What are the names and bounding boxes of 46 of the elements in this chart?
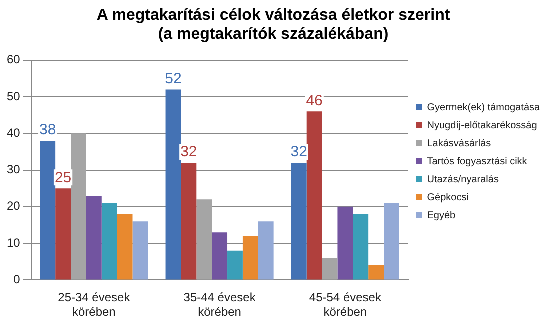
bar <box>196 200 212 280</box>
bar <box>306 112 322 280</box>
legend-label: Tartós fogyasztási cikk <box>427 156 528 168</box>
y-tick-label: 30 <box>6 162 21 177</box>
y-tick-label: 20 <box>6 199 21 214</box>
bar <box>384 203 400 280</box>
bar <box>242 236 258 280</box>
legend-label: Gépkocsi <box>427 192 469 204</box>
bar <box>71 134 86 280</box>
bar <box>102 203 118 280</box>
y-tick-label: 0 <box>14 272 21 287</box>
bar <box>56 188 72 280</box>
bar <box>228 250 243 280</box>
legend-label: Utazás/nyaralás <box>427 174 499 186</box>
data-label: 46 <box>306 92 323 110</box>
data-label: 25 <box>54 169 72 186</box>
text: (a megtakarítók százalékában) <box>158 26 389 44</box>
legend-label: Egyéb <box>427 210 456 222</box>
x-tick-label: 45-54 évesek körében <box>309 290 382 320</box>
bar <box>166 90 182 280</box>
legend-label: Lakásvásárlás <box>427 138 492 150</box>
bar <box>291 162 307 280</box>
bar <box>353 214 369 280</box>
bar <box>86 196 102 280</box>
y-tick-label: 10 <box>6 236 21 250</box>
data-label: 32 <box>180 144 198 161</box>
x-tick-label: 35-44 évesek körében <box>184 290 257 320</box>
bar <box>258 222 274 280</box>
bar <box>132 222 148 280</box>
data-label: 52 <box>165 70 182 88</box>
y-tick-label: 60 <box>6 52 21 67</box>
text: A megtakarítási célok változása életkor szerint <box>96 7 450 24</box>
y-tick-label: 40 <box>6 126 21 140</box>
bar <box>181 162 197 280</box>
x-tick-label: 25-34 évesek körében <box>58 290 132 320</box>
legend-label: Nyugdíj-előtakarékosság <box>427 120 538 132</box>
data-label: 38 <box>40 122 56 139</box>
bar <box>212 232 228 280</box>
y-tick-label: 50 <box>6 89 21 104</box>
data-label: 32 <box>290 144 308 161</box>
bar <box>117 214 133 280</box>
legend-label: Gyermek(ek) támogatása <box>427 102 541 114</box>
bar <box>368 266 384 280</box>
bar <box>40 140 56 280</box>
bar <box>338 206 354 280</box>
bar <box>322 258 338 280</box>
